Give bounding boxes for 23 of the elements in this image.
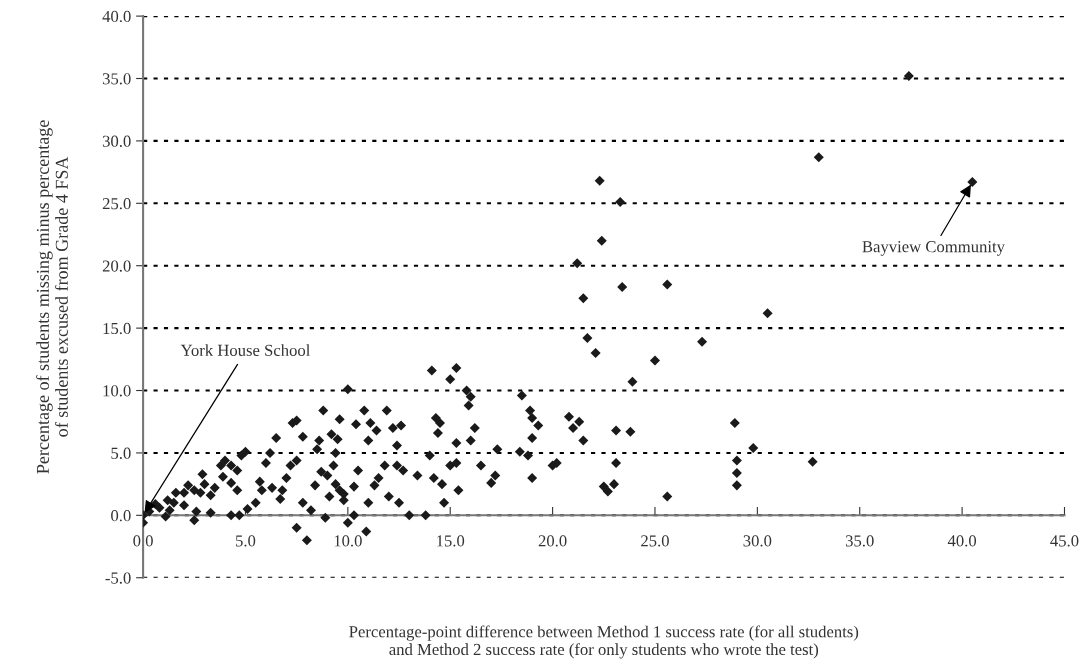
x-tick-label: 35.0 — [845, 535, 874, 547]
x-tick-label: 20.0 — [538, 535, 567, 547]
annotation: Bayview Community — [862, 241, 1005, 256]
y-tick-label: 40.0 — [102, 10, 131, 23]
x-axis-title: Percentage-point difference between Method 1 success rate (for all students) and Method 2 success rate (for only students who wrote the test) — [349, 625, 859, 659]
y-tick-label: 20.0 — [102, 260, 131, 272]
y-tick-label: 25.0 — [102, 198, 131, 210]
y-tick-label: 10.0 — [103, 385, 131, 397]
x-tick-label: 10.0 — [334, 535, 362, 547]
y-tick-label: -5.0 — [105, 572, 131, 584]
y-tick-label: 15.0 — [103, 322, 131, 335]
x-tick-label: 40.0 — [947, 535, 977, 547]
x-tick-label: 45.0 — [1050, 535, 1079, 547]
y-tick-label: 35.0 — [102, 73, 131, 85]
y-axis-title: Percentage of students missing minus percentage of students excused from Grade 4 FSA — [36, 120, 68, 474]
annotation: York House School — [180, 344, 311, 356]
y-tick-label: 5.0 — [111, 447, 131, 459]
y-tick-label: 30.0 — [102, 135, 131, 147]
x-tick-label: 15.0 — [437, 535, 465, 547]
x-tick-label: 30.0 — [743, 535, 772, 547]
y-tick-label: 0.0 — [111, 510, 131, 522]
x-tick-label: 25.0 — [641, 535, 669, 547]
x-tick-label: 5.0 — [236, 535, 256, 547]
